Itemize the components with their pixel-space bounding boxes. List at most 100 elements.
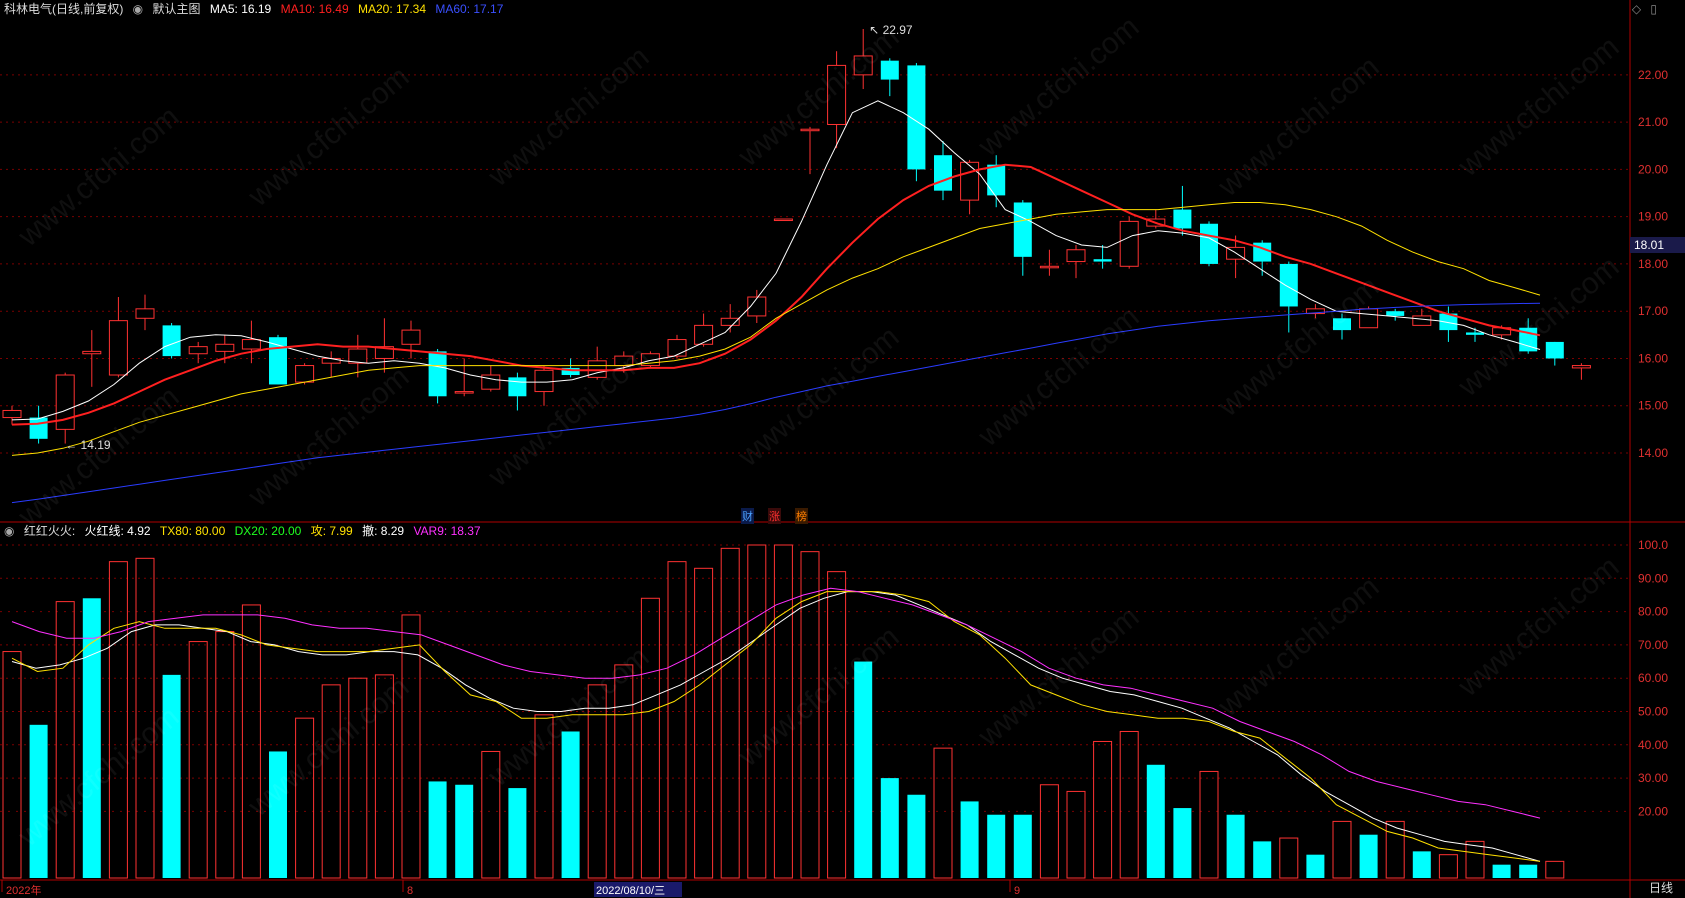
indicator-bar (614, 664, 634, 879)
indicator-bar (1519, 864, 1538, 878)
price-tick-label: 17.00 (1638, 304, 1668, 318)
indicator-bar (108, 561, 128, 879)
indicator-bar (667, 561, 687, 879)
candle-body (269, 337, 287, 385)
candle-body (640, 353, 660, 367)
indicator-bar (1545, 860, 1565, 879)
candle-body (960, 161, 980, 201)
low-price-annotation: ← 14.19 (65, 438, 111, 452)
price-tick-label: 16.00 (1638, 351, 1668, 365)
indicator-huohong: 火红线: 4.92 (84, 524, 151, 538)
indicator-bar (1253, 841, 1272, 878)
settings-circle-icon[interactable]: ◉ (4, 524, 15, 538)
ma-line-ma60 (11, 302, 1541, 504)
price-tick-label: 15.00 (1638, 399, 1668, 413)
price-tick-label: 21.00 (1638, 115, 1668, 129)
candle-body (1439, 313, 1458, 331)
candle-body (29, 417, 48, 439)
candle-body (508, 377, 527, 397)
indicator-tick-label: 50.00 (1638, 705, 1668, 719)
ma20-label: MA20: 17.34 (357, 2, 427, 16)
indicator-bar (1438, 854, 1458, 879)
candle-body (188, 346, 208, 355)
indicator-bar (987, 814, 1006, 878)
indicator-bar (720, 547, 740, 879)
scroll-icon[interactable]: ▯ (1650, 2, 1657, 16)
price-tick-label: 14.00 (1638, 446, 1668, 460)
indicator-dx20: DX20: 20.00 (234, 524, 302, 538)
indicator-bar (29, 724, 48, 878)
settings-circle-icon[interactable]: ◉ (132, 2, 144, 16)
candle-body (1200, 223, 1218, 264)
candle-body (55, 374, 75, 430)
indicator-bar (1039, 784, 1059, 879)
indicator-bar (455, 784, 474, 878)
indicator-bar (1385, 820, 1405, 879)
ma-line-ma10 (11, 163, 1541, 426)
indicator-line (11, 591, 1541, 862)
indicator-tick-label: 20.00 (1638, 804, 1668, 818)
indicator-bar (1332, 820, 1352, 879)
indicator-bar (162, 674, 181, 878)
main-chart-header: 科林电气(日线,前复权) ◉ 默认主图 MA5: 16.19 MA10: 16.… (4, 1, 509, 17)
indicator-bar (269, 751, 287, 878)
candle-body (1359, 308, 1379, 329)
candle-body (321, 357, 341, 364)
candle-body (1066, 249, 1086, 263)
indicator-tick-label: 90.00 (1638, 571, 1668, 585)
candle-body (162, 325, 181, 357)
indicator-bar (481, 750, 501, 879)
candle-body (1279, 263, 1298, 307)
indicator-bar (1412, 851, 1431, 878)
candle-body (1545, 341, 1564, 359)
badge-rise[interactable]: 涨 (768, 508, 781, 524)
candle-body (241, 339, 261, 350)
ma-line-ma20 (11, 202, 1541, 456)
candle-body (880, 60, 899, 80)
x-axis-label: 2022年 (6, 883, 41, 897)
indicator-bar (188, 641, 208, 879)
main-chart-label[interactable]: 默认主图 (152, 2, 201, 16)
candle-body (2, 409, 22, 419)
indicator-tick-label: 70.00 (1638, 638, 1668, 652)
indicator-bar (1199, 770, 1219, 879)
indicator-bar (348, 677, 368, 879)
x-axis-label: 9 (1014, 885, 1020, 897)
sub-chart-header: ◉ 红红火火: 火红线: 4.92 TX80: 80.00 DX20: 20.0… (4, 523, 487, 539)
candle-body (135, 308, 155, 319)
candle-body (1305, 308, 1325, 315)
price-tick-label: 19.00 (1638, 210, 1668, 224)
indicator-bar (2, 651, 22, 879)
candle-body (454, 391, 474, 394)
indicator-bar (321, 684, 341, 879)
diamond-icon[interactable]: ◇ (1631, 2, 1642, 16)
candle-body (587, 360, 607, 378)
indicator-bar (1119, 730, 1139, 879)
indicator-bar (960, 801, 979, 878)
stock-title[interactable]: 科林电气(日线,前复权) (4, 2, 124, 16)
indicator-var9: VAR9: 18.37 (413, 524, 481, 538)
indicator-bar (1226, 814, 1245, 878)
indicator-bar (1146, 764, 1165, 878)
indicator-bar (1359, 834, 1378, 878)
indicator-tick-label: 100.0 (1638, 538, 1668, 552)
indicator-bar (773, 544, 793, 879)
badge-rank[interactable]: 榜 (795, 508, 808, 524)
indicator-che: 撤: 8.29 (362, 524, 405, 538)
ma5-label: MA5: 16.19 (209, 2, 272, 16)
candle-body (1039, 265, 1059, 269)
indicator-bar (215, 631, 235, 879)
candle-body (348, 348, 368, 364)
badge-finance[interactable]: 财 (741, 508, 754, 524)
period-label[interactable]: 日线 (1648, 881, 1673, 895)
indicator-tick-label: 80.00 (1638, 605, 1668, 619)
candle-body (934, 155, 952, 191)
date-label-box (594, 882, 682, 897)
indicator-name[interactable]: 红红火火: (23, 524, 76, 538)
indicator-bar (295, 717, 315, 879)
indicator-tx80: TX80: 80.00 (159, 524, 226, 538)
candle-body (1333, 318, 1351, 331)
candle-body (827, 64, 847, 125)
indicator-line (11, 591, 1541, 862)
